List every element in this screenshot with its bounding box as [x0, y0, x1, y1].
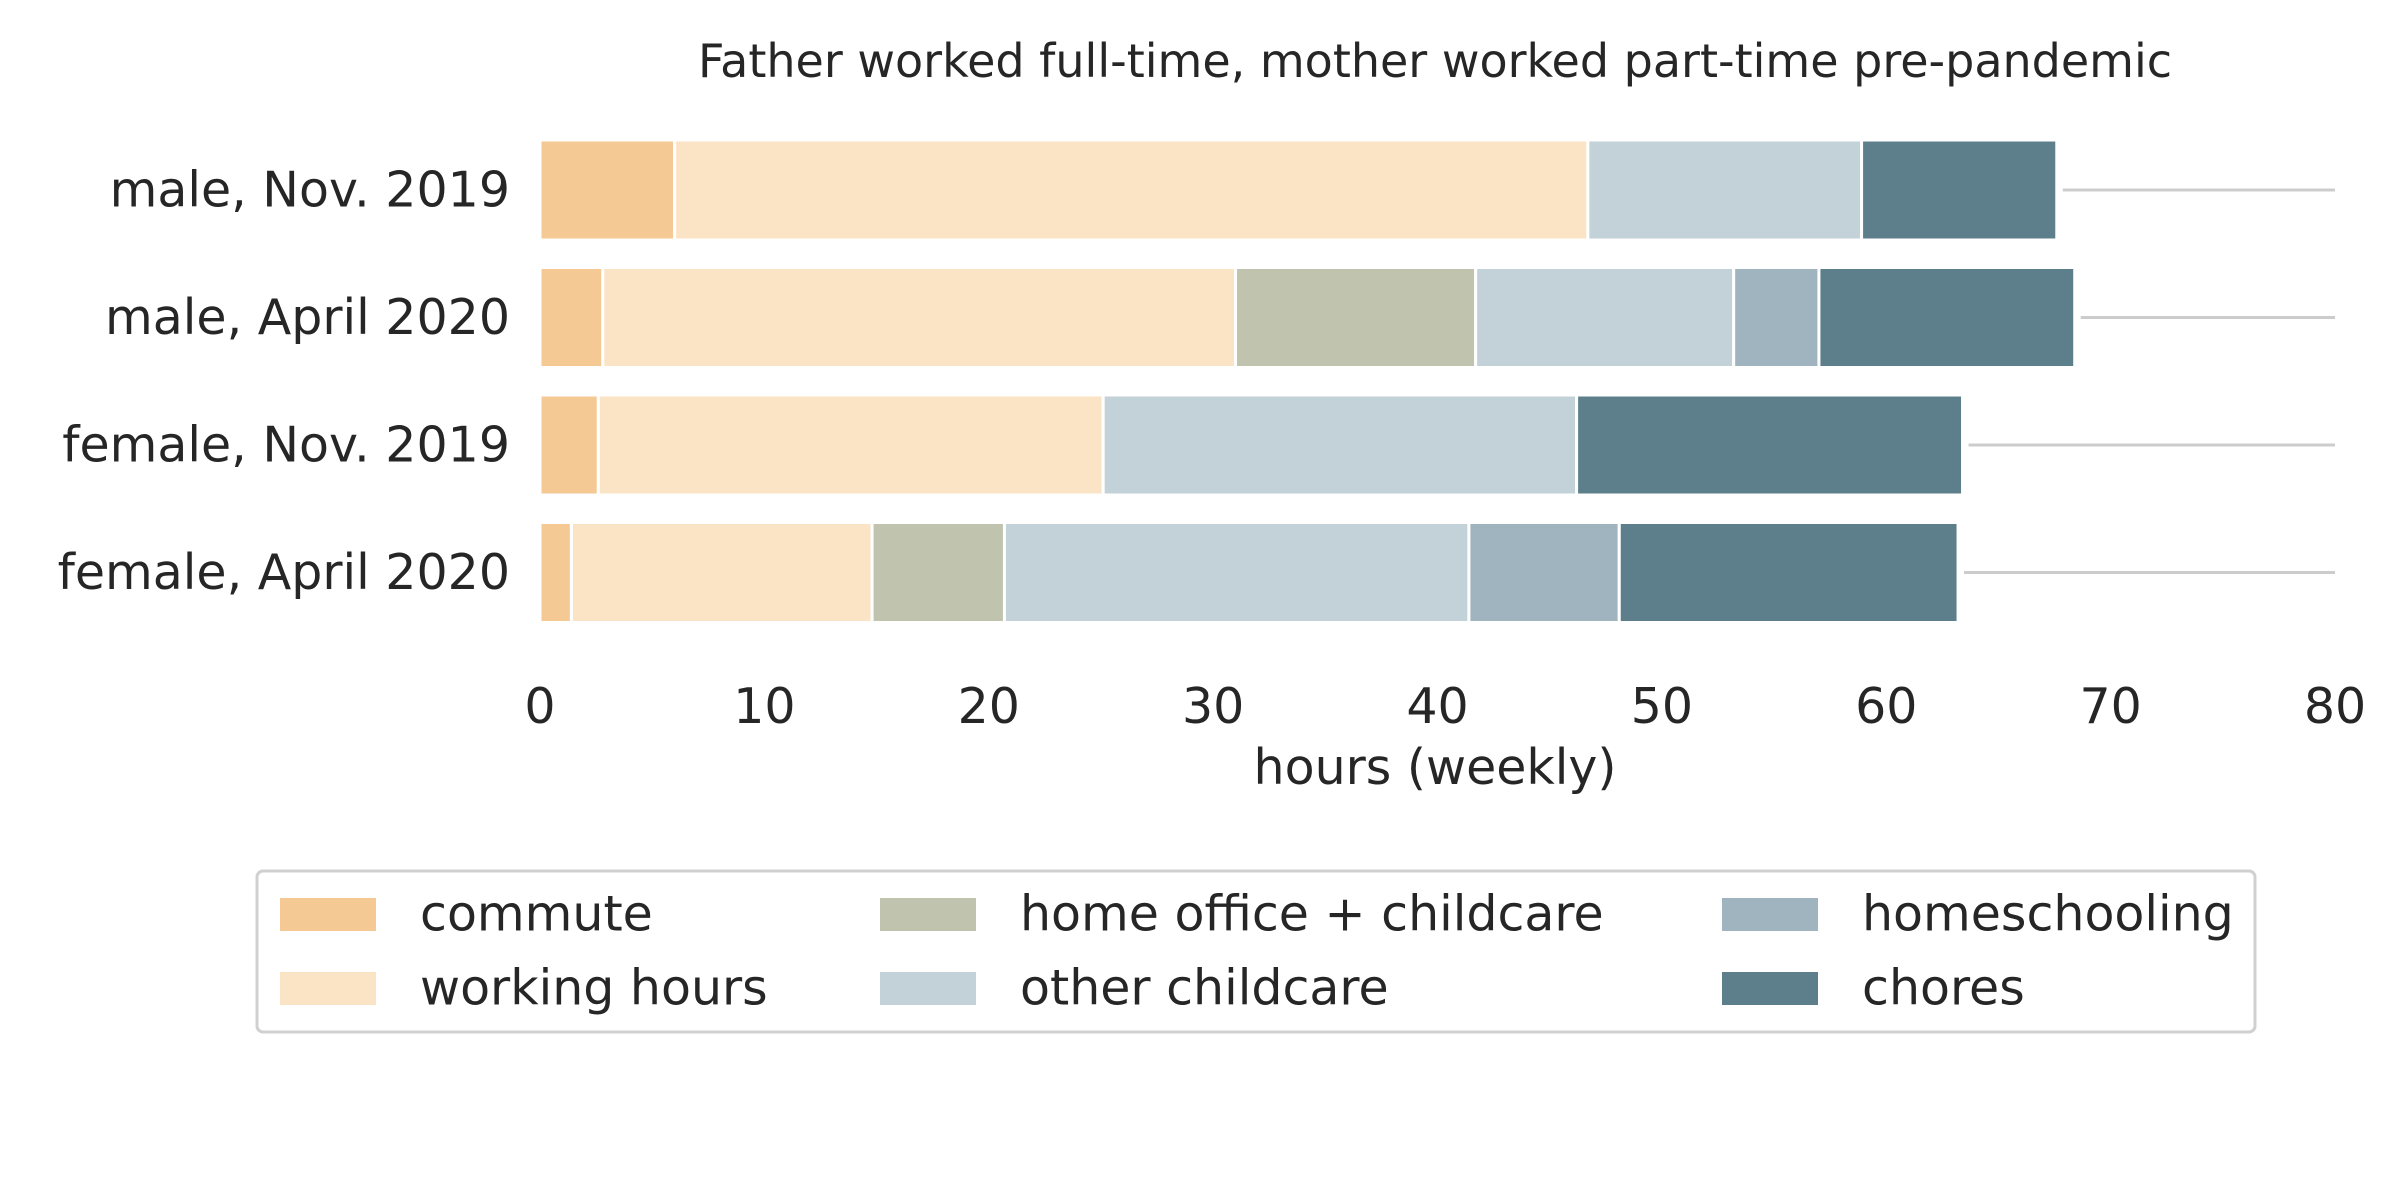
bar-segment: [673, 138, 1590, 242]
legend-label: other childcare: [1020, 960, 1389, 1017]
bars: [538, 138, 2077, 624]
legend-label: commute: [420, 886, 653, 943]
bar-segment: [1860, 138, 2059, 242]
legend-swatch: [880, 972, 976, 1005]
x-tick-label: 70: [2079, 678, 2141, 735]
x-tick-label: 20: [958, 678, 1020, 735]
bar-segment: [596, 393, 1105, 497]
bar-segment: [1474, 266, 1736, 369]
category-labels: male, Nov. 2019 male, April 2020 female, N…: [58, 162, 510, 602]
bar-segment: [1101, 393, 1579, 497]
legend-items: commute working hours home office + childc…: [280, 886, 2234, 1017]
legend-swatch: [280, 898, 376, 931]
bar-segment: [1817, 266, 2077, 369]
category-label: female, Nov. 2019: [62, 417, 510, 474]
bar-segment: [538, 138, 677, 242]
bar-segment: [1617, 521, 1960, 624]
bar-segment: [1234, 266, 1478, 369]
legend-swatch: [880, 898, 976, 931]
bar-segment: [538, 393, 600, 497]
x-tick-label: 30: [1182, 678, 1244, 735]
bar-segment: [870, 521, 1006, 624]
category-label: female, April 2020: [58, 544, 510, 601]
bar-segment: [538, 521, 573, 624]
legend-swatch: [1722, 972, 1818, 1005]
category-label: male, Nov. 2019: [110, 162, 510, 219]
x-axis-ticks: 0 10 20 30 40 50 60 70 80: [524, 678, 2366, 735]
x-tick-label: 40: [1406, 678, 1468, 735]
legend-label: home office + childcare: [1020, 886, 1604, 943]
chart-title: Father worked full-time, mother worked p…: [698, 34, 2172, 88]
legend-label: homeschooling: [1862, 886, 2234, 943]
x-tick-label: 0: [524, 678, 555, 735]
x-tick-label: 10: [733, 678, 795, 735]
legend-label: chores: [1862, 960, 2025, 1017]
bar-segment: [1732, 266, 1821, 369]
bar-segment: [538, 266, 605, 369]
bar-segment: [1575, 393, 1965, 497]
x-tick-label: 50: [1631, 678, 1693, 735]
grid-lines: [1964, 188, 2335, 574]
legend-label: working hours: [420, 960, 768, 1017]
bar-segment: [1586, 138, 1864, 242]
bar-segment: [1002, 521, 1471, 624]
x-tick-label: 80: [2304, 678, 2366, 735]
legend-swatch: [1722, 898, 1818, 931]
bar-segment: [1467, 521, 1621, 624]
legend: commute working hours home office + childc…: [255, 869, 2257, 1034]
x-tick-label: 60: [1855, 678, 1917, 735]
bar-segment: [569, 521, 874, 624]
bar-segment: [601, 266, 1238, 369]
legend-swatch: [280, 972, 376, 1005]
x-axis-label: hours (weekly): [1254, 739, 1617, 796]
category-label: male, April 2020: [105, 289, 510, 346]
